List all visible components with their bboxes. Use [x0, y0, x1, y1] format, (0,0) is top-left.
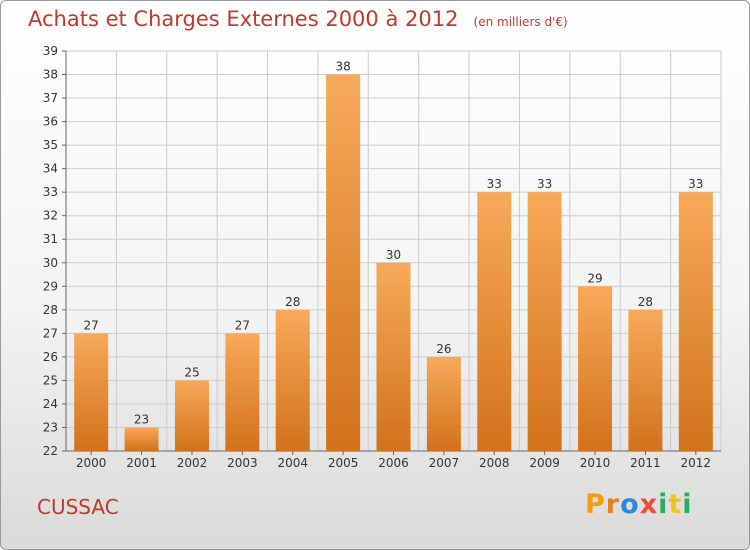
bar [225, 333, 260, 451]
y-tick-label: 37 [43, 91, 58, 105]
brand-letter: x [639, 489, 659, 520]
data-label: 27 [235, 318, 250, 332]
x-tick-label: 2003 [227, 456, 258, 470]
y-tick-label: 24 [43, 397, 58, 411]
x-tick-label: 2004 [277, 456, 308, 470]
bar [174, 380, 209, 451]
x-tick-label: 2000 [76, 456, 107, 470]
data-labels: 27 23 25 27 28 38 30 26 33 33 29 28 33 [84, 60, 704, 427]
bar [326, 74, 361, 451]
y-tick-label: 31 [43, 232, 58, 246]
y-tick-label: 38 [43, 68, 58, 82]
bar [678, 192, 713, 452]
x-tick-label: 2001 [126, 456, 157, 470]
data-label: 33 [487, 177, 502, 191]
data-label: 28 [285, 295, 300, 309]
x-tick-label: 2005 [328, 456, 359, 470]
x-tick-label: 2012 [681, 456, 712, 470]
y-tick-label: 30 [43, 256, 58, 270]
bar [74, 333, 109, 451]
city-name: CUSSAC [37, 495, 119, 519]
x-tick-label: 2008 [479, 456, 510, 470]
bar [124, 427, 159, 451]
y-tick-label: 32 [43, 209, 58, 223]
proxiti-logo[interactable]: Proxiti [585, 489, 693, 520]
x-tick-label: 2006 [378, 456, 409, 470]
y-tick-label: 26 [43, 350, 58, 364]
x-tick-label: 2002 [177, 456, 208, 470]
data-label: 33 [688, 177, 703, 191]
bar [275, 309, 310, 451]
brand-letter: i [658, 489, 669, 520]
bar [628, 309, 663, 451]
brand-letter: P [585, 489, 606, 520]
data-label: 29 [587, 271, 602, 285]
y-tick-label: 29 [43, 279, 58, 293]
x-tick-label: 2011 [630, 456, 661, 470]
data-label: 26 [436, 342, 451, 356]
bar [527, 192, 562, 452]
bars [74, 74, 713, 452]
data-label: 27 [84, 318, 99, 332]
y-tick-label: 27 [43, 326, 58, 340]
data-label: 28 [638, 295, 653, 309]
y-tick-label: 36 [43, 115, 58, 129]
y-tick-label: 25 [43, 373, 58, 387]
y-tick-label: 34 [43, 162, 58, 176]
x-tick-label: 2010 [580, 456, 611, 470]
y-tick-label: 22 [43, 444, 58, 458]
brand-letter: i [682, 489, 693, 520]
bar [477, 192, 512, 452]
y-tick-labels: 22 23 24 25 26 27 28 29 30 31 32 33 34 35 36 37 38 39 [43, 44, 58, 458]
chart-unit: (en milliers d'€) [473, 15, 568, 29]
bar [426, 356, 461, 451]
data-label: 38 [335, 60, 350, 74]
x-tick-label: 2009 [529, 456, 560, 470]
y-tick-label: 28 [43, 303, 58, 317]
brand-letter: r [605, 489, 621, 520]
bar [578, 286, 613, 451]
x-tick-labels: 2000 2001 2002 2003 2004 2005 2006 2007 2008 2009… [76, 456, 711, 470]
data-label: 23 [134, 412, 149, 426]
brand-letter: t [668, 489, 683, 520]
data-label: 30 [386, 248, 401, 262]
y-tick-label: 33 [43, 185, 58, 199]
chart-title-block: Achats et Charges Externes 2000 à 2012 (… [28, 7, 568, 31]
data-label: 33 [537, 177, 552, 191]
y-tick-label: 35 [43, 138, 58, 152]
x-tick-label: 2007 [429, 456, 460, 470]
y-tick-label: 39 [43, 44, 58, 58]
chart-title: Achats et Charges Externes 2000 à 2012 [28, 7, 459, 31]
brand-letter: o [620, 489, 640, 520]
data-label: 25 [184, 365, 199, 379]
bar [376, 262, 411, 451]
y-tick-label: 23 [43, 420, 58, 434]
